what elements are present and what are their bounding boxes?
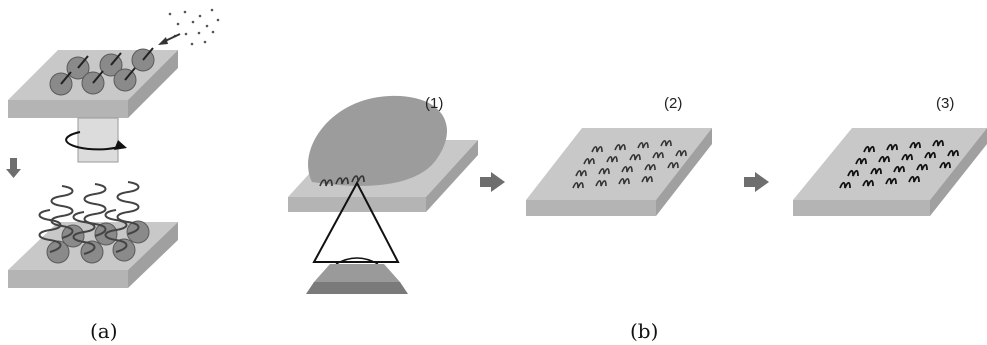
step-1-label: (1) xyxy=(425,95,443,112)
objective-lens xyxy=(306,180,408,294)
bead xyxy=(112,238,136,262)
helix-group xyxy=(38,181,140,255)
step-2: (2) xyxy=(526,95,712,216)
helix-array xyxy=(839,139,959,189)
helix xyxy=(72,211,96,255)
process-arrow xyxy=(480,172,505,192)
spin-stage xyxy=(65,117,127,163)
spray-arrow xyxy=(158,33,181,45)
helix-array xyxy=(572,139,687,189)
step-2-label: (2) xyxy=(664,95,682,112)
liquid-drop xyxy=(308,95,447,186)
panel-a-caption: (a) xyxy=(90,319,118,343)
helix xyxy=(104,209,128,253)
panel-a: (a) xyxy=(6,8,220,343)
helix-cluster xyxy=(319,175,365,187)
helix xyxy=(50,185,74,239)
bead xyxy=(126,220,150,244)
step-3: (3) xyxy=(793,95,987,216)
step-1: (1) xyxy=(288,95,478,294)
helix xyxy=(116,181,140,235)
spray-particles xyxy=(168,8,220,46)
process-arrow xyxy=(744,172,769,192)
bead xyxy=(80,240,104,264)
down-arrow xyxy=(6,158,21,178)
bead-plate xyxy=(8,47,178,118)
helix xyxy=(83,183,107,237)
step-3-label: (3) xyxy=(936,95,954,112)
bead xyxy=(46,240,70,264)
helix-plate xyxy=(8,181,178,288)
panel-b-caption: (b) xyxy=(630,319,658,343)
helix xyxy=(38,209,62,253)
panel-b: (1) xyxy=(288,95,987,343)
